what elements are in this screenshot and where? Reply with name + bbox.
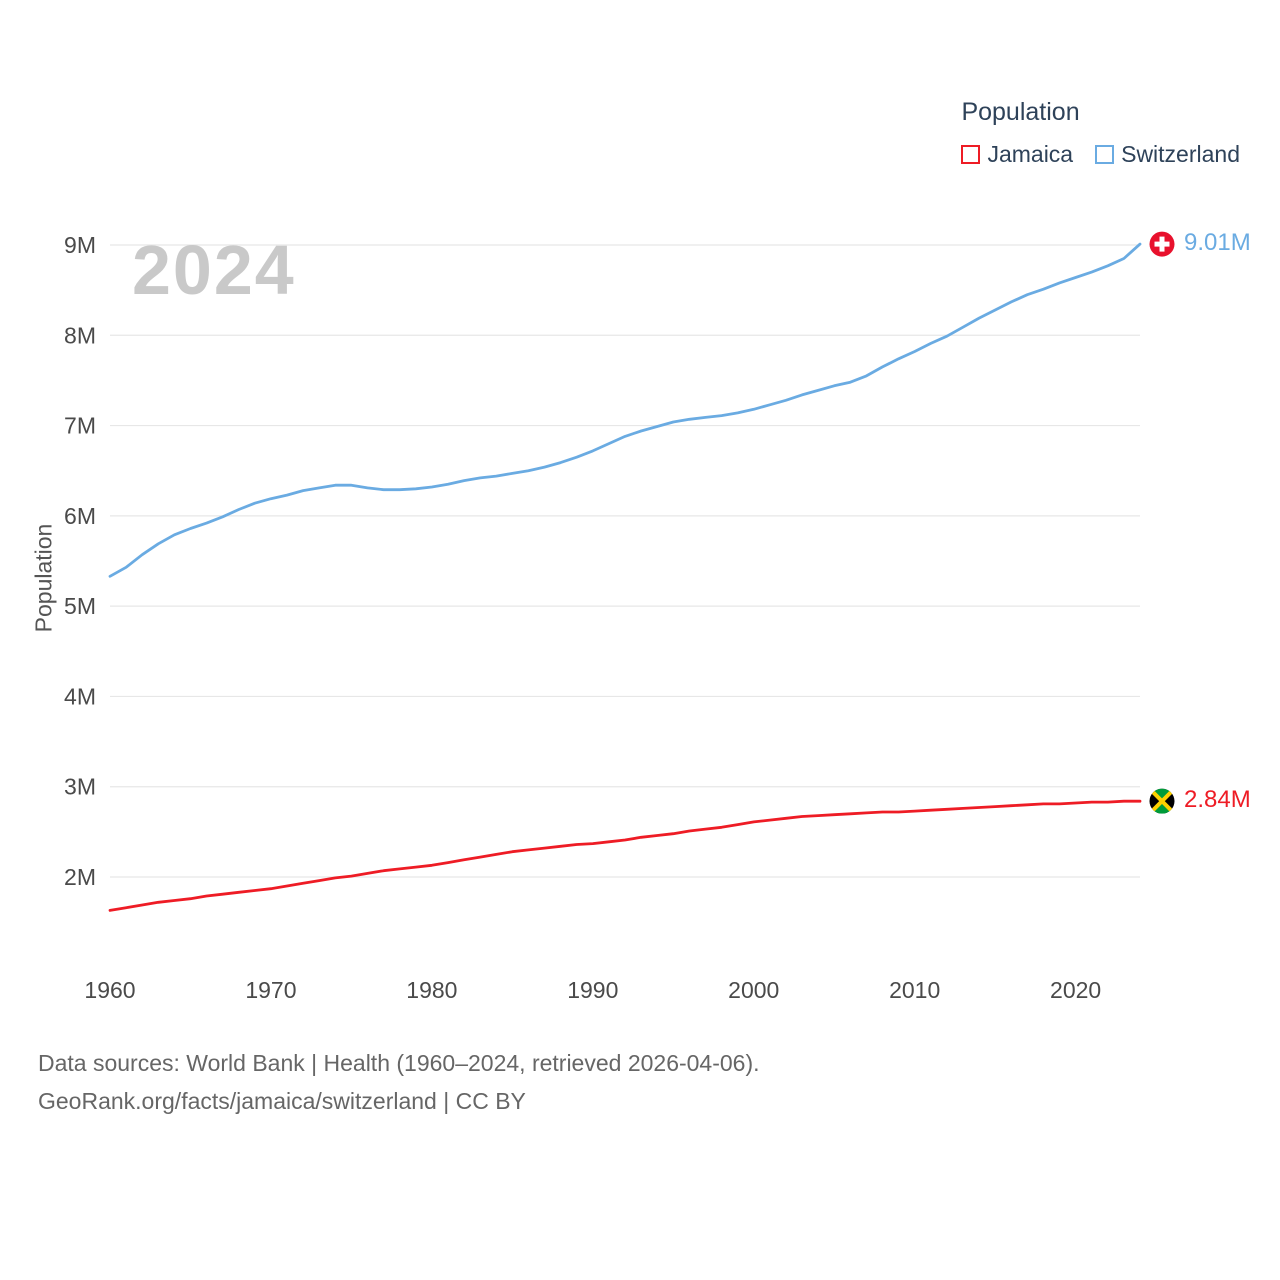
switzerland-line — [108, 242, 1142, 578]
data-sources-line: Data sources: World Bank | Health (1960–… — [38, 1050, 760, 1076]
x-tick-label: 1970 — [245, 977, 296, 1003]
y-tick-label: 4M — [64, 683, 96, 709]
legend-items: Jamaica Switzerland — [961, 141, 1240, 168]
year-watermark: 2024 — [132, 231, 296, 309]
y-tick-label: 3M — [64, 774, 96, 800]
legend-item-switzerland[interactable]: Switzerland — [1095, 141, 1240, 168]
x-tick-label: 2000 — [728, 977, 779, 1003]
legend: Population Jamaica Switzerland — [961, 98, 1240, 168]
y-tick-label: 2M — [64, 864, 96, 890]
footer: Data sources: World Bank | Health (1960–… — [38, 1044, 760, 1120]
x-tick-label: 1980 — [406, 977, 457, 1003]
legend-label-switzerland: Switzerland — [1121, 141, 1240, 167]
y-axis-title: Population — [30, 523, 57, 633]
y-tick-label: 8M — [64, 322, 96, 348]
jamaica-flag-marker-icon — [1147, 786, 1177, 816]
y-tick-label: 7M — [64, 413, 96, 439]
legend-label-jamaica: Jamaica — [987, 141, 1074, 167]
x-tick-label: 2020 — [1050, 977, 1101, 1003]
x-tick-label: 1990 — [567, 977, 618, 1003]
legend-title: Population — [961, 98, 1080, 126]
legend-item-jamaica[interactable]: Jamaica — [961, 141, 1073, 168]
y-tick-label: 6M — [64, 503, 96, 529]
jamaica-swatch-icon — [961, 145, 981, 164]
jamaica-end-value-label: 2.84M — [1184, 786, 1251, 814]
y-tick-label: 9M — [64, 232, 96, 258]
attribution-line: GeoRank.org/facts/jamaica/switzerland | … — [38, 1088, 526, 1114]
switzerland-flag-marker-icon — [1147, 229, 1177, 259]
y-tick-label: 5M — [64, 593, 96, 619]
x-tick-label: 2010 — [889, 977, 940, 1003]
jamaica-line — [108, 799, 1142, 912]
switzerland-end-value-label: 9.01M — [1184, 229, 1251, 257]
switzerland-swatch-icon — [1095, 145, 1115, 164]
x-tick-label: 1960 — [84, 977, 135, 1003]
